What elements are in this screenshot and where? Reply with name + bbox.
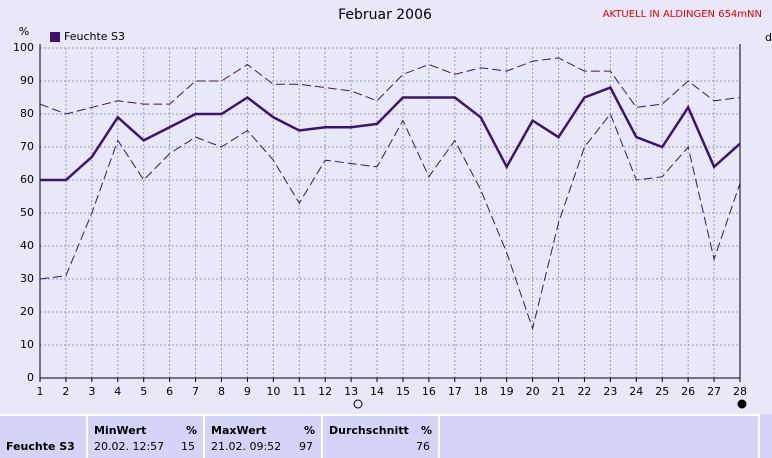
x-tick-label: 12: [318, 385, 332, 398]
x-tick-label: 23: [603, 385, 617, 398]
x-tick-label: 19: [500, 385, 514, 398]
header: MinWert: [94, 424, 147, 437]
value: 76: [416, 440, 430, 453]
chart-subtitle: AKTUELL IN ALDINGEN 654mNN: [603, 9, 762, 20]
moon-icon: [353, 399, 363, 409]
x-tick-label: 13: [344, 385, 358, 398]
header: MaxWert: [211, 424, 267, 437]
value: 15: [181, 440, 195, 453]
y-tick-label: 20: [20, 305, 34, 318]
x-axis-label: d: [765, 31, 772, 44]
y-tick-label: 50: [20, 206, 34, 219]
y-tick-label: 60: [20, 173, 34, 186]
cell: MaxWert % 21.02. 09:52 97: [205, 414, 323, 458]
x-tick-label: 3: [88, 385, 95, 398]
y-tick-label: 10: [20, 338, 34, 351]
x-tick-label: 8: [218, 385, 225, 398]
x-tick-label: 10: [266, 385, 280, 398]
x-tick-label: 26: [681, 385, 695, 398]
x-tick-label: 11: [292, 385, 306, 398]
x-tick-label: 16: [422, 385, 436, 398]
x-tick-label: 14: [370, 385, 384, 398]
x-tick-label: 5: [140, 385, 147, 398]
moon-icon: [737, 399, 747, 409]
unit: %: [420, 424, 432, 437]
x-tick-label: 2: [62, 385, 69, 398]
cell: MinWert % 20.02. 12:57 15: [88, 414, 205, 458]
legend-label: Feuchte S3: [64, 30, 125, 43]
x-tick-label: 20: [526, 385, 540, 398]
cell: Durchschnitt % 76: [323, 414, 440, 458]
x-tick-label: 1: [37, 385, 44, 398]
y-tick-label: 70: [20, 140, 34, 153]
time: 21.02. 09:52: [211, 440, 282, 453]
unit: %: [185, 424, 197, 437]
unit: %: [303, 424, 315, 437]
y-tick-label: 100: [13, 41, 34, 54]
y-tick-label: 40: [20, 239, 34, 252]
chart-title: Februar 2006: [338, 7, 432, 23]
x-tick-label: 18: [474, 385, 488, 398]
data-line: [40, 86, 741, 182]
data-line: [39, 57, 741, 115]
x-tick-label: 27: [707, 385, 721, 398]
x-tick-label: 21: [552, 385, 566, 398]
y-tick-label: 80: [20, 107, 34, 120]
header: Durchschnitt: [329, 424, 409, 437]
data-line: [39, 113, 741, 331]
y-tick-label: 90: [20, 74, 34, 87]
x-tick-label: 9: [244, 385, 251, 398]
chart: Februar 2006 AKTUELL IN ALDINGEN 654mNN …: [13, 7, 772, 409]
row-label: Feuchte S3: [6, 440, 75, 453]
cell: [440, 414, 760, 458]
x-tick-label: 15: [396, 385, 410, 398]
summary-table: Feuchte S3 MinWert % 20.02. 12:57 15 Max…: [0, 414, 772, 458]
x-tick-label: 24: [629, 385, 643, 398]
x-tick-label: 22: [577, 385, 591, 398]
y-tick-label: 30: [20, 272, 34, 285]
y-tick-label: 0: [27, 371, 34, 384]
value: 97: [299, 440, 313, 453]
x-tick-label: 7: [192, 385, 199, 398]
x-tick-label: 17: [448, 385, 462, 398]
row-cell: Feuchte S3: [0, 414, 88, 458]
x-tick-label: 6: [166, 385, 173, 398]
x-tick-label: 4: [114, 385, 121, 398]
x-tick-label: 28: [733, 385, 747, 398]
time: 20.02. 12:57: [94, 440, 165, 453]
legend-swatch: [50, 32, 60, 42]
x-tick-label: 25: [655, 385, 669, 398]
y-axis-label: %: [19, 25, 29, 38]
